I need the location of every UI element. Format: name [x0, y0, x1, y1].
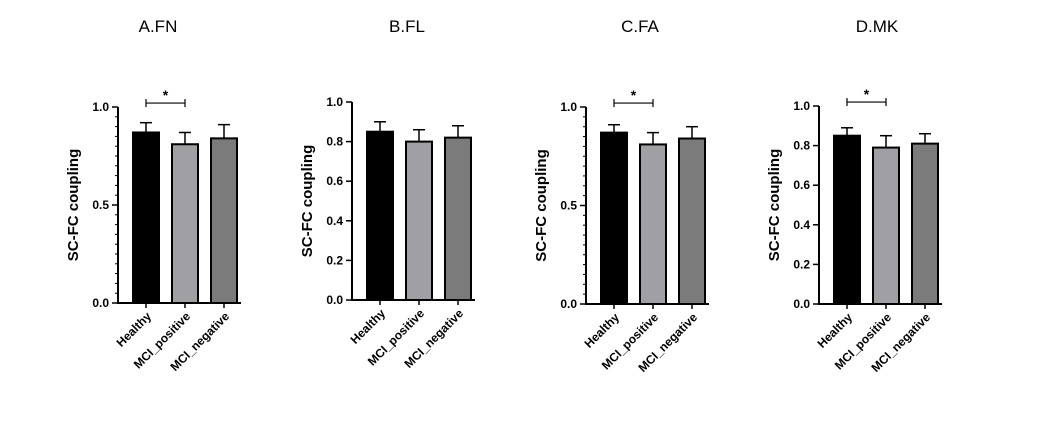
y-tick-label: 0.0	[326, 293, 343, 307]
y-tick-label: 0.6	[793, 178, 810, 192]
y-tick-label: 0.2	[793, 257, 810, 271]
y-tick-label: 1.0	[560, 100, 577, 114]
bar	[911, 142, 939, 305]
y-tick-label: 0.2	[326, 253, 343, 267]
y-axis-label: SC-FC coupling	[65, 149, 82, 262]
panel-title: B.FL	[389, 17, 425, 36]
significance-label: *	[163, 87, 169, 103]
y-tick-label: 0.5	[92, 198, 109, 212]
y-tick-label: 0.6	[326, 174, 343, 188]
bar	[366, 130, 394, 301]
y-tick-label: 0.0	[793, 297, 810, 311]
y-tick-label: 0.0	[560, 297, 577, 311]
y-tick-label: 1.0	[326, 95, 343, 109]
bar	[639, 143, 667, 305]
bar	[678, 137, 706, 305]
bar	[210, 137, 238, 304]
bar	[132, 131, 160, 304]
y-axis-label: SC-FC coupling	[533, 149, 550, 262]
significance-label: *	[864, 86, 870, 102]
y-tick-label: 1.0	[793, 99, 810, 113]
bar	[444, 136, 472, 301]
panel-title: D.MK	[856, 17, 899, 36]
y-tick-label: 0.4	[793, 218, 810, 232]
y-tick-label: 0.5	[560, 199, 577, 213]
bar	[833, 134, 861, 305]
bar	[600, 131, 628, 305]
y-tick-label: 0.8	[793, 139, 810, 153]
y-tick-label: 0.4	[326, 214, 343, 228]
bar	[405, 140, 433, 301]
bar	[171, 143, 199, 304]
y-tick-label: 0.8	[326, 135, 343, 149]
y-tick-label: 1.0	[92, 100, 109, 114]
panel-title: A.FN	[139, 17, 178, 36]
panel-title: C.FA	[621, 17, 659, 36]
y-tick-label: 0.0	[92, 296, 109, 310]
bar	[872, 146, 900, 305]
significance-label: *	[631, 87, 637, 103]
y-axis-label: SC-FC coupling	[766, 149, 783, 262]
y-axis-label: SC-FC coupling	[299, 145, 316, 258]
